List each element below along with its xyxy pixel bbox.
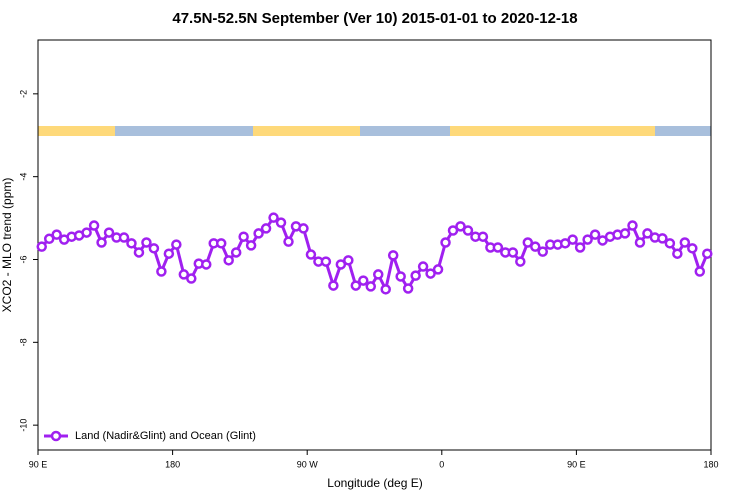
- data-point: [642, 228, 653, 239]
- data-point: [447, 225, 459, 236]
- x-tick-label: 90 E: [29, 459, 48, 469]
- data-point: [582, 234, 593, 245]
- data-point: [537, 246, 548, 257]
- data-point: [702, 248, 713, 259]
- data-point: [522, 237, 534, 248]
- data-point: [664, 238, 676, 249]
- data-point: [455, 221, 466, 232]
- y-tick-label: -8: [18, 338, 28, 346]
- data-point: [171, 239, 182, 250]
- data-point: [589, 229, 601, 240]
- ocean-band: [115, 126, 253, 136]
- data-point: [320, 256, 332, 267]
- data-point: [268, 212, 279, 223]
- data-point: [425, 268, 436, 279]
- data-point: [163, 248, 175, 259]
- data-point: [507, 247, 519, 258]
- y-axis-label: XCO2 - MLO trend (ppm): [0, 178, 14, 313]
- legend-label: Land (Nadir&Glint) and Ocean (Glint): [75, 430, 256, 442]
- data-point: [305, 249, 317, 260]
- data-point: [380, 284, 391, 295]
- plot-frame: [37, 39, 712, 451]
- x-tick-label: 90 E: [567, 459, 586, 469]
- data-point: [417, 261, 429, 272]
- data-point: [328, 280, 339, 291]
- data-point: [141, 237, 152, 248]
- data-point: [634, 237, 646, 248]
- data-point: [492, 242, 504, 253]
- data-point: [186, 273, 197, 284]
- data-point: [402, 283, 414, 294]
- data-point: [462, 225, 474, 236]
- data-point: [238, 231, 249, 242]
- data-point: [253, 228, 264, 239]
- data-point: [133, 247, 145, 258]
- data-point: [567, 234, 578, 245]
- data-point: [574, 242, 586, 253]
- data-point: [672, 248, 683, 259]
- data-point: [148, 243, 160, 254]
- data-point: [335, 259, 347, 270]
- data-point: [223, 255, 234, 266]
- data-point: [96, 237, 107, 248]
- legend-marker: [50, 430, 62, 442]
- data-point: [298, 223, 309, 234]
- x-tick-label: 90 W: [297, 459, 319, 469]
- data-point: [410, 270, 421, 281]
- data-point: [440, 237, 451, 248]
- x-tick-label: 0: [439, 459, 444, 469]
- data-point: [530, 241, 541, 252]
- data-point: [687, 243, 698, 254]
- chart-title: 47.5N-52.5N September (Ver 10) 2015-01-0…: [172, 10, 577, 27]
- data-point: [118, 232, 130, 243]
- ocean-band: [655, 126, 711, 136]
- data-point: [36, 241, 47, 252]
- data-point: [275, 217, 287, 228]
- data-point: [51, 229, 62, 240]
- data-point: [260, 223, 272, 234]
- x-tick-label: 180: [165, 459, 180, 469]
- data-point: [343, 255, 354, 266]
- x-axis-label: Longitude (deg E): [327, 476, 422, 490]
- data-point: [477, 231, 489, 242]
- x-tick-label: 180: [703, 459, 718, 469]
- data-point: [245, 240, 257, 251]
- y-tick-label: -2: [18, 90, 28, 98]
- data-point: [43, 233, 55, 245]
- data-point: [365, 281, 377, 292]
- data-point: [81, 227, 92, 238]
- data-point: [679, 237, 691, 248]
- data-point: [358, 275, 369, 286]
- data-point: [201, 259, 212, 270]
- data-point: [126, 238, 137, 249]
- data-point: [395, 271, 406, 282]
- data-point: [515, 256, 526, 267]
- y-tick-label: -4: [18, 173, 28, 181]
- data-point: [627, 220, 638, 231]
- data-point: [103, 227, 115, 238]
- data-point: [230, 247, 242, 258]
- data-point: [178, 269, 190, 280]
- data-point: [156, 266, 167, 277]
- land-ocean-band: [38, 126, 711, 136]
- data-point: [215, 238, 227, 249]
- land-band: [38, 126, 115, 136]
- data-point: [694, 266, 706, 277]
- y-tick-label: -6: [18, 255, 28, 263]
- data-point: [350, 280, 362, 291]
- y-tick-label: -10: [18, 419, 28, 432]
- data-point: [619, 228, 631, 239]
- land-band: [450, 126, 655, 136]
- ocean-band: [360, 126, 450, 136]
- data-point: [657, 233, 668, 244]
- data-point: [372, 269, 384, 280]
- data-point: [387, 250, 399, 261]
- data-point: [432, 264, 444, 275]
- data-point: [283, 236, 294, 247]
- land-band: [253, 126, 360, 136]
- data-point: [88, 220, 100, 231]
